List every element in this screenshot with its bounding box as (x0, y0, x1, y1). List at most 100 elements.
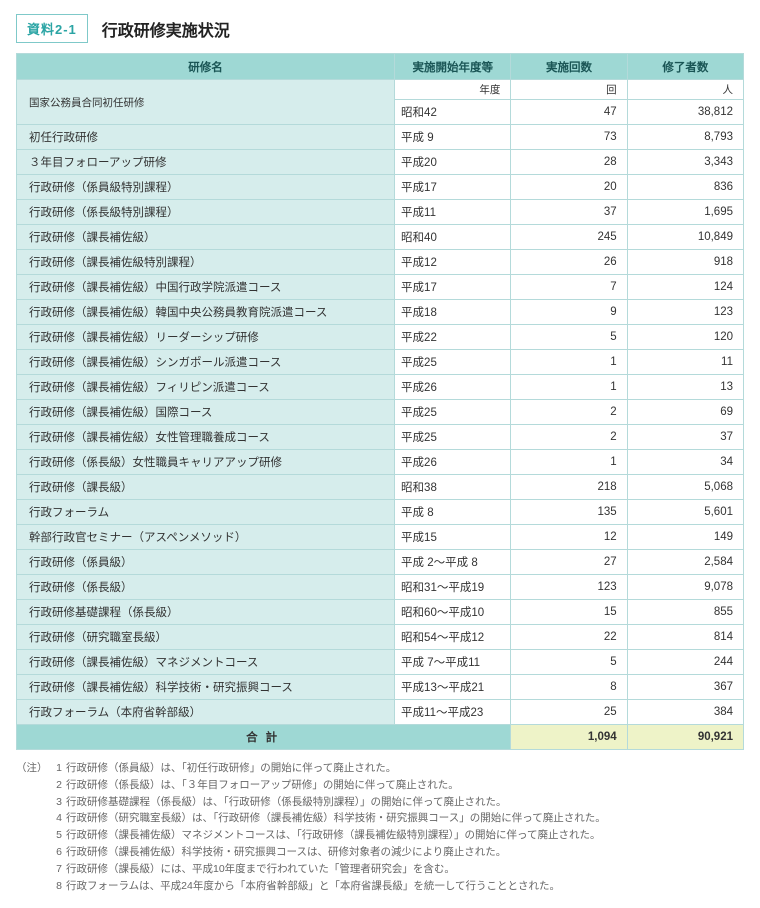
table-row: 行政研修（研究職室長級）昭和54～平成1222814 (17, 625, 744, 650)
row-count: 12 (511, 525, 627, 550)
table-row: ３年目フォローアップ研修平成20283,343 (17, 150, 744, 175)
table-row: 行政研修（課長補佐級）フィリピン派遣コース平成26113 (17, 375, 744, 400)
row-start: 平成13～平成21 (395, 675, 511, 700)
row-count: 245 (511, 225, 627, 250)
row-grad: 13 (627, 375, 743, 400)
row-count: 22 (511, 625, 627, 650)
note-row: 6行政研修（課長補佐級）科学技術・研究振興コースは、研修対象者の減少により廃止さ… (16, 844, 744, 861)
row-grad: 814 (627, 625, 743, 650)
table-row: 行政フォーラム（本府省幹部級）平成11～平成2325384 (17, 700, 744, 725)
note-row: 4行政研修（研究職室長級）は、「行政研修（課長補佐級）科学技術・研究振興コース」… (16, 810, 744, 827)
row-count: 5 (511, 325, 627, 350)
notes-label: （注） (16, 760, 50, 777)
row-grad: 367 (627, 675, 743, 700)
row-count: 1 (511, 375, 627, 400)
row-start: 平成17 (395, 175, 511, 200)
row-start: 平成25 (395, 350, 511, 375)
unit-row: 国家公務員合同初任研修 年度 回 人 (17, 80, 744, 100)
row-name: ３年目フォローアップ研修 (17, 150, 395, 175)
row-name: 行政研修（課長補佐級）韓国中央公務員教育院派遣コース (17, 300, 395, 325)
row-count: 7 (511, 275, 627, 300)
row-grad: 2,584 (627, 550, 743, 575)
row-name: 行政研修（課長補佐級特別課程） (17, 250, 395, 275)
note-row: 5行政研修（課長補佐級）マネジメントコースは、「行政研修（課長補佐級特別課程）」… (16, 827, 744, 844)
note-text: 行政フォーラムは、平成24年度から「本府省幹部級」と「本府省課長級」を統一して行… (66, 878, 744, 895)
total-row: 合計1,09490,921 (17, 725, 744, 750)
row-grad: 120 (627, 325, 743, 350)
page-title: 行政研修実施状況 (102, 17, 230, 41)
row-name: 行政研修（課長補佐級）シンガポール派遣コース (17, 350, 395, 375)
row-grad: 34 (627, 450, 743, 475)
table-row: 行政研修（係長級）女性職員キャリアアップ研修平成26134 (17, 450, 744, 475)
header-row: 研修名 実施開始年度等 実施回数 修了者数 (17, 54, 744, 80)
row-count: 123 (511, 575, 627, 600)
unit-grad: 人 (627, 80, 743, 100)
first-row-name: 国家公務員合同初任研修 (17, 80, 395, 125)
note-text: 行政研修（係員級）は、「初任行政研修」の開始に伴って廃止された。 (66, 760, 744, 777)
row-start: 平成 7～平成11 (395, 650, 511, 675)
row-count: 25 (511, 700, 627, 725)
row-grad: 124 (627, 275, 743, 300)
table-row: 行政研修（課長補佐級）昭和4024510,849 (17, 225, 744, 250)
row-name: 行政研修（課長補佐級）科学技術・研究振興コース (17, 675, 395, 700)
document-badge: 資料2-1 (16, 14, 88, 43)
title-bar: 資料2-1 行政研修実施状況 (16, 14, 744, 43)
row-start: 昭和38 (395, 475, 511, 500)
row-count: 1 (511, 450, 627, 475)
table-row: 行政研修（係長級特別課程）平成11371,695 (17, 200, 744, 225)
table-row: 幹部行政官セミナー（アスペンメソッド）平成1512149 (17, 525, 744, 550)
row-grad: 836 (627, 175, 743, 200)
row-name: 行政研修（研究職室長級） (17, 625, 395, 650)
table-row: 行政研修（課長級）昭和382185,068 (17, 475, 744, 500)
row-count: 5 (511, 650, 627, 675)
row-grad: 149 (627, 525, 743, 550)
row-grad: 9,078 (627, 575, 743, 600)
note-row: （注）1行政研修（係員級）は、「初任行政研修」の開始に伴って廃止された。 (16, 760, 744, 777)
row-grad: 37 (627, 425, 743, 450)
row-grad: 918 (627, 250, 743, 275)
table-row: 行政研修（係員級）平成 2～平成 8272,584 (17, 550, 744, 575)
row-count: 20 (511, 175, 627, 200)
total-label: 合計 (17, 725, 511, 750)
table-row: 行政研修（課長補佐級）中国行政学院派遣コース平成177124 (17, 275, 744, 300)
row-name: 行政研修（課長補佐級）女性管理職養成コース (17, 425, 395, 450)
row-grad: 123 (627, 300, 743, 325)
row-count: 2 (511, 425, 627, 450)
row-count: 37 (511, 200, 627, 225)
row-count: 135 (511, 500, 627, 525)
row-grad: 5,601 (627, 500, 743, 525)
row-start: 平成18 (395, 300, 511, 325)
note-text: 行政研修（課長級）には、平成10年度まで行われていた「管理者研究会」を含む。 (66, 861, 744, 878)
row-name: 行政研修（課長級） (17, 475, 395, 500)
row-start: 昭和54～平成12 (395, 625, 511, 650)
row-name: 行政研修（係員級） (17, 550, 395, 575)
notes-label (16, 844, 50, 861)
table-row: 行政研修基礎課程（係長級）昭和60～平成1015855 (17, 600, 744, 625)
row-grad: 1,695 (627, 200, 743, 225)
note-number: 7 (50, 861, 66, 878)
notes-label (16, 861, 50, 878)
row-count: 218 (511, 475, 627, 500)
table-row: 行政研修（課長補佐級）リーダーシップ研修平成225120 (17, 325, 744, 350)
notes-label (16, 777, 50, 794)
note-number: 6 (50, 844, 66, 861)
row-start: 平成 2～平成 8 (395, 550, 511, 575)
note-row: 7行政研修（課長級）には、平成10年度まで行われていた「管理者研究会」を含む。 (16, 861, 744, 878)
table-row: 行政研修（課長補佐級）科学技術・研究振興コース平成13～平成218367 (17, 675, 744, 700)
training-table: 研修名 実施開始年度等 実施回数 修了者数 国家公務員合同初任研修 年度 回 人… (16, 53, 744, 750)
row-name: 行政研修（課長補佐級） (17, 225, 395, 250)
row-grad: 855 (627, 600, 743, 625)
note-number: 1 (50, 760, 66, 777)
table-row: 行政研修（課長補佐級）マネジメントコース平成 7～平成115244 (17, 650, 744, 675)
row-name: 行政研修（係長級特別課程） (17, 200, 395, 225)
row-name: 行政研修（係長級）女性職員キャリアアップ研修 (17, 450, 395, 475)
row-start: 平成12 (395, 250, 511, 275)
note-number: 2 (50, 777, 66, 794)
row-grad: 384 (627, 700, 743, 725)
note-text: 行政研修（課長補佐級）科学技術・研究振興コースは、研修対象者の減少により廃止され… (66, 844, 744, 861)
row-name: 行政研修（係長級） (17, 575, 395, 600)
col-header-grad: 修了者数 (627, 54, 743, 80)
row-count: 1 (511, 350, 627, 375)
col-header-name: 研修名 (17, 54, 395, 80)
table-row: 行政研修（課長補佐級特別課程）平成1226918 (17, 250, 744, 275)
